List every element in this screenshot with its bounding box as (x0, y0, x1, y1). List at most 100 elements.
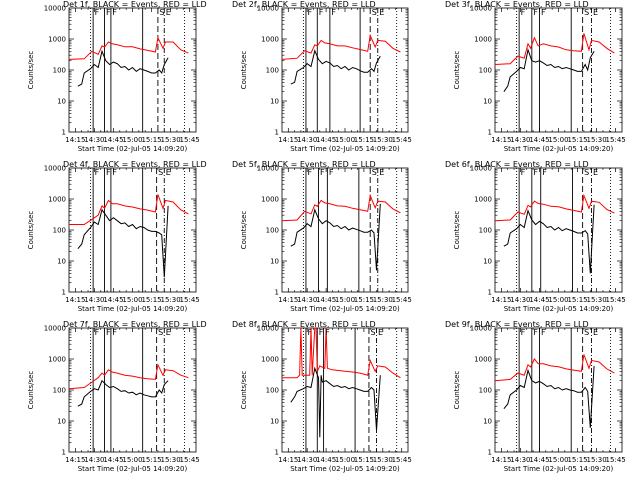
y-tick-label: 10 (270, 98, 279, 106)
y-tick-label: 100 (53, 227, 66, 235)
event-letter: S (372, 168, 377, 177)
plot-frame (281, 7, 409, 133)
event-letter: F (325, 328, 330, 337)
events-series-line (290, 366, 381, 438)
y-tick-label: 1000 (48, 196, 66, 204)
lld-series-line (282, 327, 401, 379)
y-tick-label: 1 (275, 449, 279, 457)
y-axis-label: Counts/sec (27, 371, 35, 410)
y-tick-label: 10000 (470, 325, 492, 333)
event-letter: F (331, 8, 336, 17)
event-letter: S (584, 8, 589, 17)
y-tick-label: 1000 (261, 356, 279, 364)
panel-2: 1 10 100 1000 10000 14:1514:3014:4515:0015:15… (232, 0, 412, 153)
y-tick-label: 10000 (470, 5, 492, 13)
panel-title: Det 3f, BLACK = Events, RED = LLD (445, 0, 589, 9)
y-axis-label: Counts/sec (240, 211, 248, 250)
x-tick-label: 15:30 (587, 296, 607, 304)
x-tick-label: 14:15 (278, 456, 298, 464)
event-letter: F (95, 328, 100, 337)
x-tick-label: 15:45 (392, 136, 412, 144)
panel-3: 1 10 100 1000 10000 14:1514:3014:4515:0015:15… (445, 0, 626, 153)
panel-title: Det 5f, BLACK = Events, RED = LLD (232, 160, 376, 169)
event-letter: F (541, 8, 546, 17)
x-tick-label: 14:15 (278, 296, 298, 304)
event-letter: F (307, 8, 312, 17)
y-tick-label: 10000 (44, 325, 66, 333)
x-tick-label: 15:45 (392, 456, 412, 464)
x-tick-label: 14:45 (316, 136, 336, 144)
x-axis-label: Start Time (02-Jul-05 14:09:20) (290, 465, 400, 473)
event-letter: F (521, 328, 526, 337)
y-tick-label: 10 (57, 418, 66, 426)
x-tick-label: 14:15 (278, 136, 298, 144)
y-tick-label: 10 (57, 258, 66, 266)
x-tick-label: 15:15 (354, 296, 374, 304)
x-axis-label: Start Time (02-Jul-05 14:09:20) (78, 145, 188, 153)
x-tick-label: 14:30 (297, 456, 317, 464)
x-tick-label: 15:30 (161, 456, 181, 464)
lld-series-line (494, 354, 615, 382)
event-letter: S (158, 328, 163, 337)
x-tick-label: 15:45 (606, 136, 626, 144)
y-axis-label: Counts/sec (27, 211, 35, 250)
x-tick-label: 14:45 (103, 136, 123, 144)
event-letter: F (112, 168, 117, 177)
plot-frame (68, 327, 197, 453)
x-tick-label: 15:15 (141, 296, 161, 304)
panel-title: Det 9f, BLACK = Events, RED = LLD (445, 320, 589, 329)
panel-5: 1 10 100 1000 10000 14:1514:3014:4515:0015:15… (232, 160, 412, 313)
y-tick-label: 1 (62, 289, 66, 297)
x-tick-label: 15:30 (587, 456, 607, 464)
y-tick-label: 1000 (474, 356, 492, 364)
panel-title: Det 8f, BLACK = Events, RED = LLD (232, 320, 376, 329)
panel-4: 1 10 100 1000 10000 14:1514:3014:4515:0015:15… (27, 160, 207, 313)
y-tick-label: 100 (53, 67, 66, 75)
event-letter: E (593, 328, 598, 337)
y-tick-label: 100 (479, 67, 492, 75)
event-letter: F (106, 168, 111, 177)
y-tick-label: 10 (483, 98, 492, 106)
events-series-line (77, 379, 169, 407)
x-tick-label: 14:45 (316, 456, 336, 464)
panel-9: 1 10 100 1000 10000 14:1514:3014:4515:0015:15… (445, 320, 626, 473)
events-series-line (503, 204, 595, 274)
x-tick-label: 15:45 (606, 456, 626, 464)
plot-frame (494, 327, 623, 453)
x-tick-label: 14:45 (103, 456, 123, 464)
x-tick-label: 14:30 (84, 136, 104, 144)
event-letter: E (166, 328, 171, 337)
x-tick-label: 15:45 (180, 456, 200, 464)
y-tick-label: 1 (488, 129, 492, 137)
x-tick-label: 15:15 (354, 136, 374, 144)
event-letter: S (372, 8, 377, 17)
events-series-line (290, 49, 381, 85)
panel-1: 1 10 100 1000 10000 14:1514:3014:4515:0015:15… (27, 0, 207, 153)
x-axis-label: Start Time (02-Jul-05 14:09:20) (504, 465, 614, 473)
lld-series-line (494, 33, 615, 65)
x-axis-label: Start Time (02-Jul-05 14:09:20) (504, 305, 614, 313)
x-tick-label: 14:45 (103, 296, 123, 304)
y-tick-label: 1000 (261, 196, 279, 204)
y-axis-label: Counts/sec (240, 51, 248, 90)
x-tick-label: 15:00 (122, 136, 142, 144)
x-tick-label: 15:00 (548, 136, 568, 144)
panel-title: Det 6f, BLACK = Events, RED = LLD (445, 160, 589, 169)
x-tick-label: 14:15 (491, 296, 511, 304)
x-tick-label: 15:15 (354, 456, 374, 464)
panel-title: Det 7f, BLACK = Events, RED = LLD (63, 320, 207, 329)
events-series-line (503, 365, 595, 428)
x-tick-label: 15:00 (122, 456, 142, 464)
events-series-line (77, 205, 169, 278)
event-letter: F (521, 8, 526, 17)
x-tick-label: 14:15 (491, 136, 511, 144)
x-tick-label: 15:15 (567, 456, 587, 464)
x-tick-label: 14:15 (491, 456, 511, 464)
y-tick-label: 1 (488, 289, 492, 297)
event-letter: S (159, 8, 164, 17)
x-tick-label: 14:15 (65, 456, 85, 464)
x-axis-label: Start Time (02-Jul-05 14:09:20) (78, 465, 188, 473)
events-series-line (503, 47, 595, 92)
y-tick-label: 100 (53, 387, 66, 395)
y-axis-label: Counts/sec (453, 51, 461, 90)
